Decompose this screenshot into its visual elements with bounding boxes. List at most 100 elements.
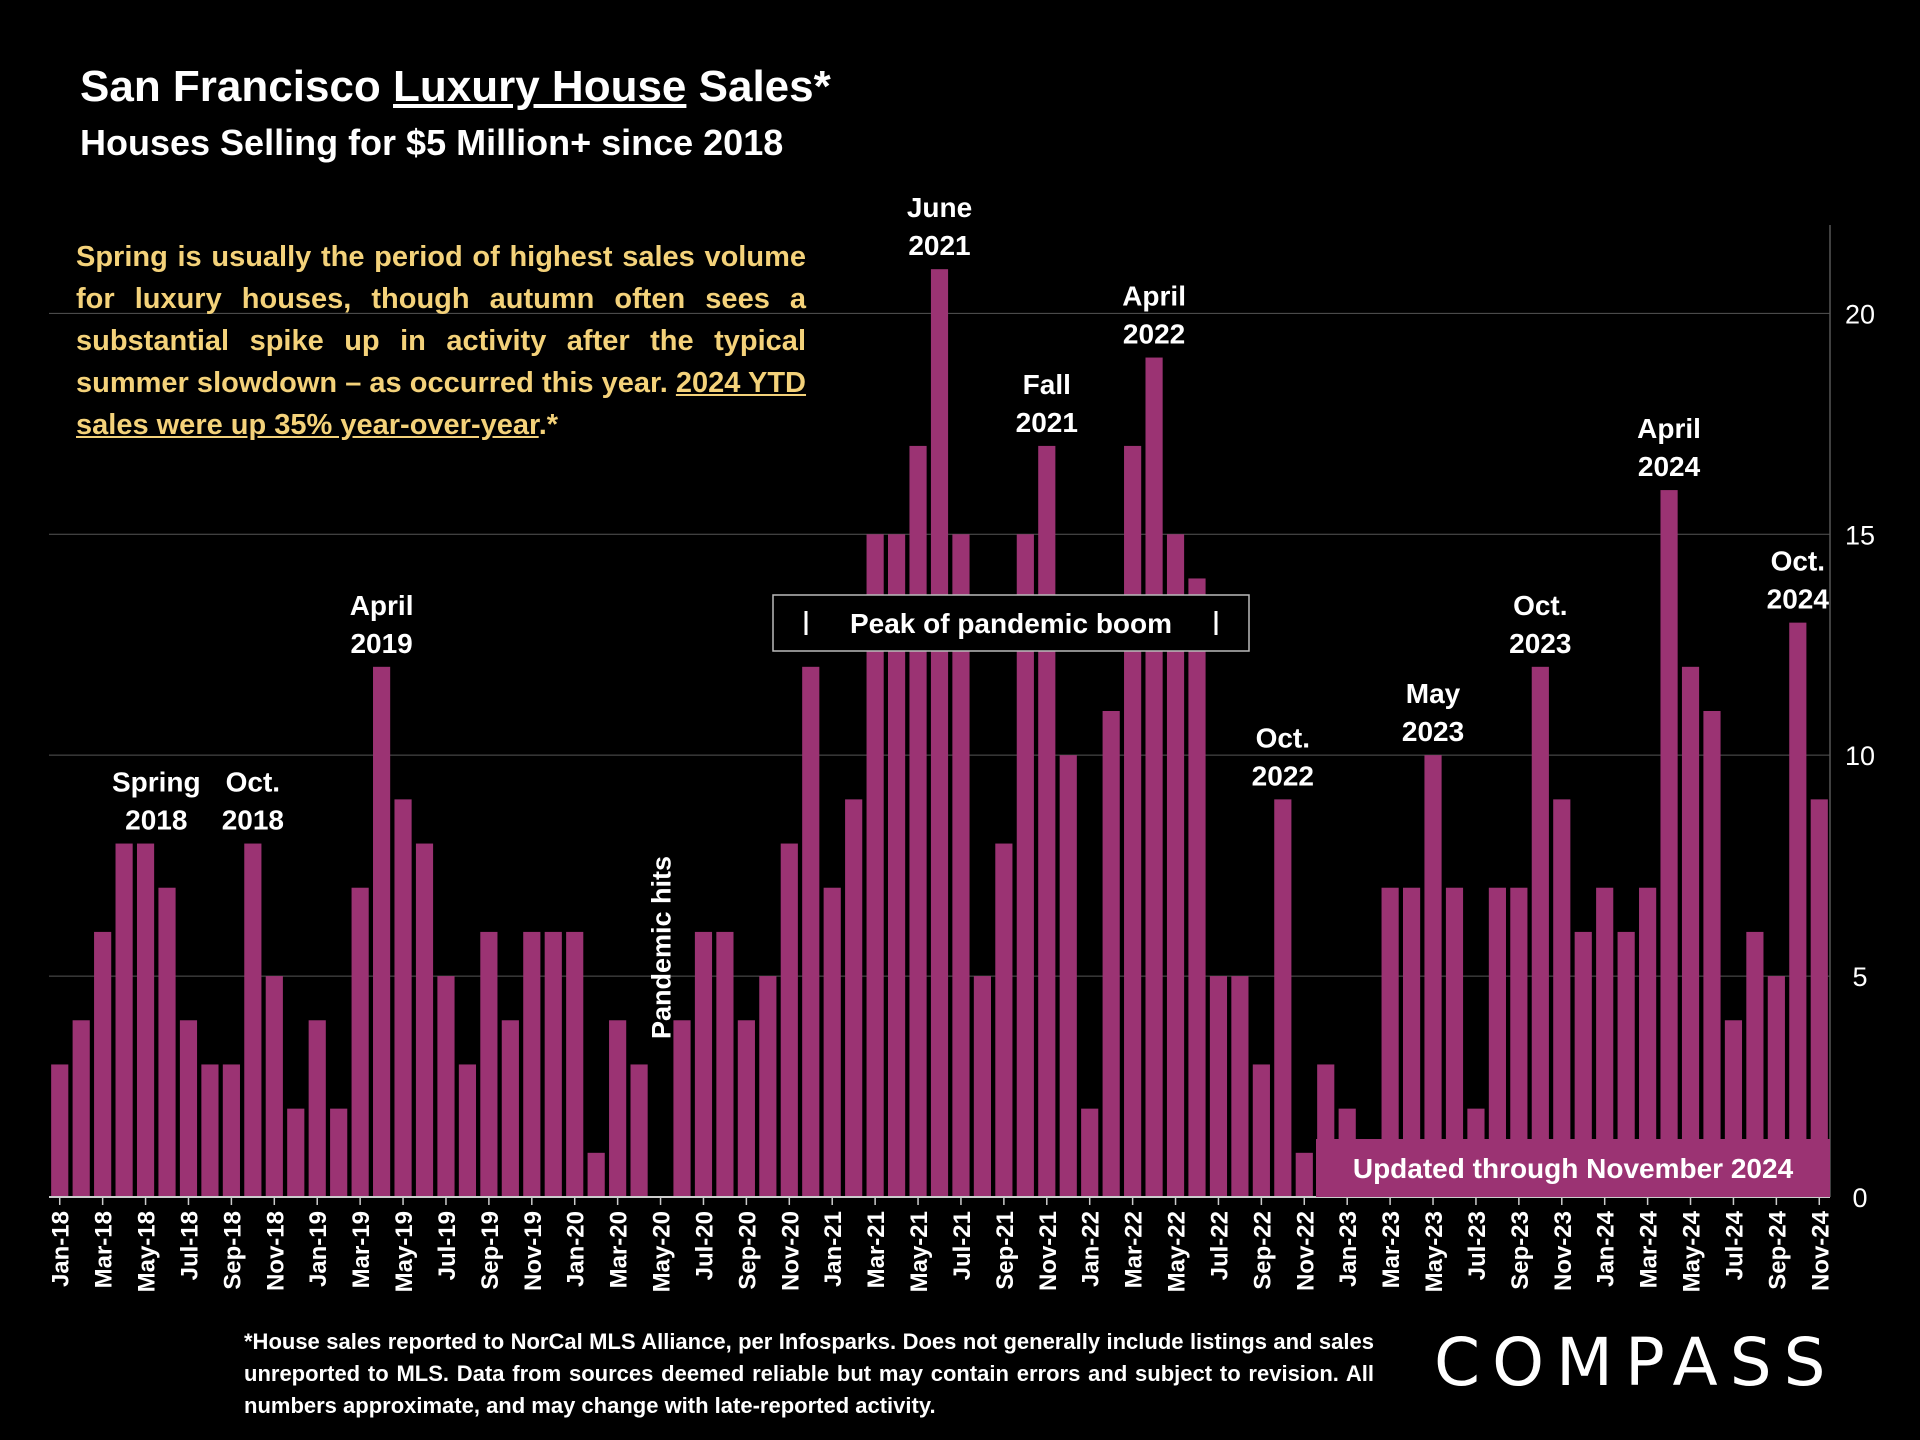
annotation-line: Oct. bbox=[1256, 722, 1310, 753]
bar bbox=[1188, 578, 1206, 1197]
boom-label: Peak of pandemic boom bbox=[850, 608, 1172, 639]
bar bbox=[287, 1108, 305, 1197]
y-tick-label: 20 bbox=[1845, 299, 1875, 329]
annotation-line: June bbox=[907, 192, 972, 223]
annotation-line: Oct. bbox=[226, 767, 280, 798]
bar bbox=[1274, 799, 1292, 1197]
peak-annotation: Oct. 2018 bbox=[222, 767, 284, 836]
x-tick-label: Jul-22 bbox=[1206, 1211, 1233, 1280]
bar bbox=[308, 1020, 326, 1197]
bar bbox=[1617, 931, 1635, 1197]
x-tick-label: Nov-20 bbox=[777, 1211, 804, 1291]
bar bbox=[1574, 931, 1592, 1197]
bar bbox=[566, 931, 584, 1197]
commentary-text: Spring is usually the period of highest … bbox=[76, 236, 806, 446]
bar bbox=[952, 534, 970, 1197]
bar bbox=[823, 887, 841, 1197]
annotations: Spring 2018 Oct. 2018 April 2019 June 2021 Fall 2… bbox=[112, 192, 1830, 1197]
bar bbox=[1231, 976, 1249, 1197]
bar bbox=[351, 887, 369, 1197]
title-pre: San Francisco bbox=[80, 62, 394, 111]
bar bbox=[458, 1064, 477, 1197]
x-tick-label: Mar-23 bbox=[1378, 1211, 1405, 1288]
x-tick-label: Nov-22 bbox=[1292, 1211, 1319, 1291]
bar bbox=[158, 887, 176, 1197]
annotation-line: Fall bbox=[1023, 369, 1071, 400]
chart-subtitle: Houses Selling for $5 Million+ since 201… bbox=[80, 122, 784, 163]
bar bbox=[1789, 622, 1807, 1197]
x-tick-label: Sep-22 bbox=[1249, 1211, 1276, 1290]
chart-title: San Francisco Luxury House Sales* bbox=[80, 62, 831, 112]
x-tick-label: May-24 bbox=[1679, 1210, 1706, 1292]
bar bbox=[1081, 1108, 1099, 1197]
x-tick-label: Mar-24 bbox=[1636, 1210, 1663, 1288]
bar bbox=[1166, 534, 1185, 1197]
bar bbox=[330, 1108, 348, 1197]
bar-series bbox=[51, 269, 1828, 1198]
peak-annotation: April 2024 bbox=[1637, 413, 1701, 482]
bar bbox=[1660, 490, 1678, 1197]
annotation-line: 2023 bbox=[1509, 628, 1571, 659]
x-tick-label: Nov-19 bbox=[520, 1211, 547, 1291]
x-tick-label: May-22 bbox=[1164, 1211, 1191, 1292]
compass-logo: COMPASS bbox=[1434, 1324, 1838, 1401]
bar bbox=[480, 931, 498, 1197]
x-tick-label: Nov-21 bbox=[1035, 1211, 1062, 1291]
bar bbox=[1381, 887, 1399, 1197]
pandemic-label: Pandemic hits bbox=[647, 856, 677, 1039]
annotation-line: 2024 bbox=[1638, 451, 1701, 482]
x-tick-label: Nov-23 bbox=[1550, 1211, 1577, 1291]
bar bbox=[780, 843, 798, 1197]
bar bbox=[394, 799, 412, 1197]
bar bbox=[1038, 445, 1056, 1198]
bar bbox=[437, 976, 455, 1197]
bar bbox=[1059, 755, 1077, 1197]
x-tick-label: Jan-22 bbox=[1078, 1211, 1105, 1287]
x-tick-label: Jul-23 bbox=[1464, 1211, 1491, 1280]
bar bbox=[265, 976, 283, 1197]
y-tick-label: 10 bbox=[1845, 741, 1875, 771]
annotation-line: May bbox=[1406, 678, 1461, 709]
bar bbox=[523, 931, 541, 1197]
annotation-line: April bbox=[1637, 413, 1701, 444]
bar bbox=[845, 799, 863, 1197]
annotation-line: 2024 bbox=[1767, 584, 1830, 615]
x-tick-label: Sep-23 bbox=[1507, 1211, 1534, 1290]
x-tick-label: Jan-19 bbox=[305, 1211, 332, 1287]
bar bbox=[1124, 445, 1142, 1198]
bar bbox=[673, 1020, 691, 1197]
x-tick-label: Mar-18 bbox=[91, 1211, 118, 1288]
x-tick-label: May-21 bbox=[906, 1211, 933, 1292]
bar bbox=[94, 931, 112, 1197]
bar bbox=[373, 666, 391, 1197]
x-tick-label: Sep-19 bbox=[477, 1211, 504, 1290]
x-tick-label: Jan-20 bbox=[563, 1211, 590, 1287]
bar bbox=[1746, 931, 1764, 1197]
peak-annotation: June 2021 bbox=[907, 192, 972, 261]
peak-annotation: Spring 2018 bbox=[112, 767, 201, 836]
bar bbox=[1145, 357, 1163, 1198]
x-tick-label: Jan-23 bbox=[1335, 1211, 1362, 1287]
x-tick-label: Jul-18 bbox=[176, 1211, 203, 1280]
peak-annotation: April 2019 bbox=[350, 590, 414, 659]
footnote: *House sales reported to NorCal MLS Alli… bbox=[244, 1329, 1374, 1418]
x-tick-label: Jan-18 bbox=[48, 1211, 75, 1287]
x-tick-label: Jul-19 bbox=[434, 1211, 461, 1280]
bar bbox=[1596, 887, 1614, 1197]
x-tick-label: Mar-20 bbox=[606, 1211, 633, 1288]
x-tick-label: Mar-19 bbox=[348, 1211, 375, 1288]
bar bbox=[1703, 711, 1721, 1197]
bar bbox=[1553, 799, 1571, 1197]
peak-annotation: May 2023 bbox=[1402, 678, 1464, 747]
boom-box bbox=[772, 594, 1250, 652]
bar bbox=[930, 269, 949, 1197]
updated-label: Updated through November 2024 bbox=[1353, 1153, 1794, 1184]
x-tick-label: Jul-24 bbox=[1721, 1210, 1748, 1280]
bar bbox=[1424, 755, 1442, 1197]
bar bbox=[1810, 799, 1828, 1197]
annotation-line: 2018 bbox=[125, 805, 187, 836]
title-underlined: Luxury House bbox=[393, 62, 687, 111]
bar bbox=[1402, 887, 1421, 1197]
x-tick-label: May-23 bbox=[1421, 1211, 1448, 1292]
annotation-line: 2021 bbox=[1016, 407, 1078, 438]
